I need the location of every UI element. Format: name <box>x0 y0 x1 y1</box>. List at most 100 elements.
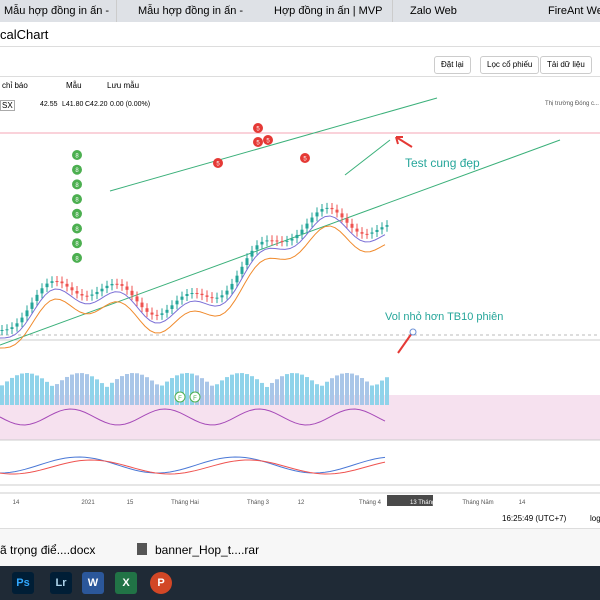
candle <box>360 232 364 234</box>
candle <box>290 238 294 241</box>
volume-bar <box>150 380 154 405</box>
candle <box>110 283 114 286</box>
x-tick-label: 13 Tháng 4 '21 <box>410 500 450 506</box>
signal-label: 5 <box>303 157 307 163</box>
volume-bar <box>250 376 254 405</box>
candle <box>135 296 139 302</box>
candle <box>305 223 309 229</box>
volume-bar <box>185 373 189 405</box>
menu-item[interactable]: Lưu mẫu <box>107 81 140 90</box>
volume-bar <box>140 374 144 405</box>
signal-marker <box>72 179 82 190</box>
volume-bar <box>15 375 19 405</box>
x-tick-label: Tháng Hai <box>171 500 199 506</box>
candle <box>265 240 269 242</box>
volume-bar <box>40 378 44 405</box>
signal-label: 8 <box>75 168 79 174</box>
volume-bar <box>165 381 169 405</box>
button[interactable]: Lọc cổ phiếu <box>480 56 540 74</box>
volume-bar <box>5 381 9 405</box>
candle <box>20 317 24 323</box>
candle <box>355 228 359 232</box>
download[interactable]: ã trọng điể....docx <box>0 543 96 557</box>
volume-bar <box>285 374 289 405</box>
candle <box>185 294 189 296</box>
volume-bar <box>10 377 14 405</box>
app-icon[interactable]: Lr <box>50 572 72 594</box>
tab[interactable]: Hợp đồng in ấn | MVP <box>256 0 393 22</box>
address-bar <box>0 22 600 47</box>
volume-bar <box>160 385 164 405</box>
x-tick-label: Tháng Năm <box>462 500 493 506</box>
signal-label: 8 <box>75 256 79 262</box>
change: 0.00 (0.00%) <box>110 101 151 108</box>
candle <box>75 290 79 294</box>
volume-bar <box>205 381 209 405</box>
candle <box>300 229 304 234</box>
signal-marker <box>72 252 82 263</box>
candle <box>160 313 164 315</box>
signal-label: 8 <box>75 242 79 248</box>
volume-bar <box>365 381 369 405</box>
volume-bar <box>75 373 79 405</box>
button[interactable]: Tải dữ liệu <box>540 56 592 74</box>
symbol: SX <box>0 100 15 111</box>
signal-label: 5 <box>266 139 270 145</box>
fund-marker <box>189 391 201 403</box>
candle <box>295 234 299 239</box>
volume-bar <box>240 373 244 405</box>
volume-bar <box>345 373 349 405</box>
download[interactable]: banner_Hop_t....rar <box>155 543 260 557</box>
signal-label: 8 <box>75 183 79 189</box>
candle <box>385 225 389 227</box>
volume-bar <box>260 382 264 405</box>
app-icon[interactable]: W <box>82 572 104 594</box>
crosshair-label-bg <box>387 495 433 506</box>
macd <box>0 456 386 474</box>
x-tick-label: Tháng 3 <box>247 500 270 506</box>
candle <box>80 294 84 296</box>
tab[interactable]: FireAnt Web <box>530 0 600 22</box>
candle <box>125 286 129 290</box>
x-tick-label: 14 <box>13 500 20 506</box>
candle <box>55 281 59 283</box>
scale[interactable]: log <box>590 514 600 523</box>
volume-bar <box>120 376 124 405</box>
volume-bar <box>220 380 224 405</box>
app-icon[interactable]: Ps <box>12 572 34 594</box>
volume-bar <box>235 373 239 405</box>
app-icon[interactable]: P <box>150 572 172 594</box>
volume-bar <box>315 384 319 405</box>
candle <box>225 290 229 295</box>
tab[interactable]: Mẫu hợp đồng in ấn - <box>120 0 279 22</box>
volume-bar <box>125 374 129 405</box>
menu-item[interactable]: Mẫu <box>66 81 82 90</box>
signal-label: 8 <box>75 154 79 160</box>
address[interactable]: calChart <box>0 27 49 42</box>
arrow <box>397 332 413 354</box>
anchor <box>409 328 417 336</box>
volume-bar <box>330 378 334 405</box>
app-icon[interactable]: X <box>115 572 137 594</box>
tab[interactable]: Zalo Web <box>394 0 531 22</box>
tab[interactable]: Mẫu hợp đồng in ấn - <box>0 0 117 22</box>
low: L41.80 <box>62 101 84 108</box>
candle <box>165 309 169 313</box>
candle <box>310 217 314 223</box>
candle <box>100 288 104 292</box>
volume-bar <box>320 385 324 405</box>
volume-bar <box>335 375 339 405</box>
volume-bar <box>350 373 354 405</box>
signal-marker <box>253 137 263 147</box>
button[interactable]: Đặt lại <box>434 56 471 74</box>
open: 42.55 <box>40 101 58 108</box>
menu-item[interactable]: chỉ báo <box>2 81 28 90</box>
candle <box>270 240 274 242</box>
volume-bar <box>30 373 34 405</box>
volume-bar <box>230 374 234 405</box>
candle <box>275 240 279 242</box>
signal-label: 5 <box>256 141 260 147</box>
candle <box>50 281 54 283</box>
signal-marker <box>300 153 310 163</box>
